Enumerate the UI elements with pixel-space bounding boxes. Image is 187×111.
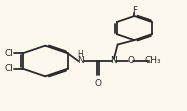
Text: Cl: Cl — [4, 64, 13, 73]
Text: O: O — [94, 79, 102, 88]
Text: H: H — [78, 51, 83, 59]
Text: N: N — [111, 56, 117, 65]
Text: O: O — [127, 56, 134, 65]
Text: CH₃: CH₃ — [145, 56, 161, 65]
Text: F: F — [132, 6, 137, 15]
Text: Cl: Cl — [4, 49, 13, 58]
Text: N: N — [77, 56, 84, 65]
